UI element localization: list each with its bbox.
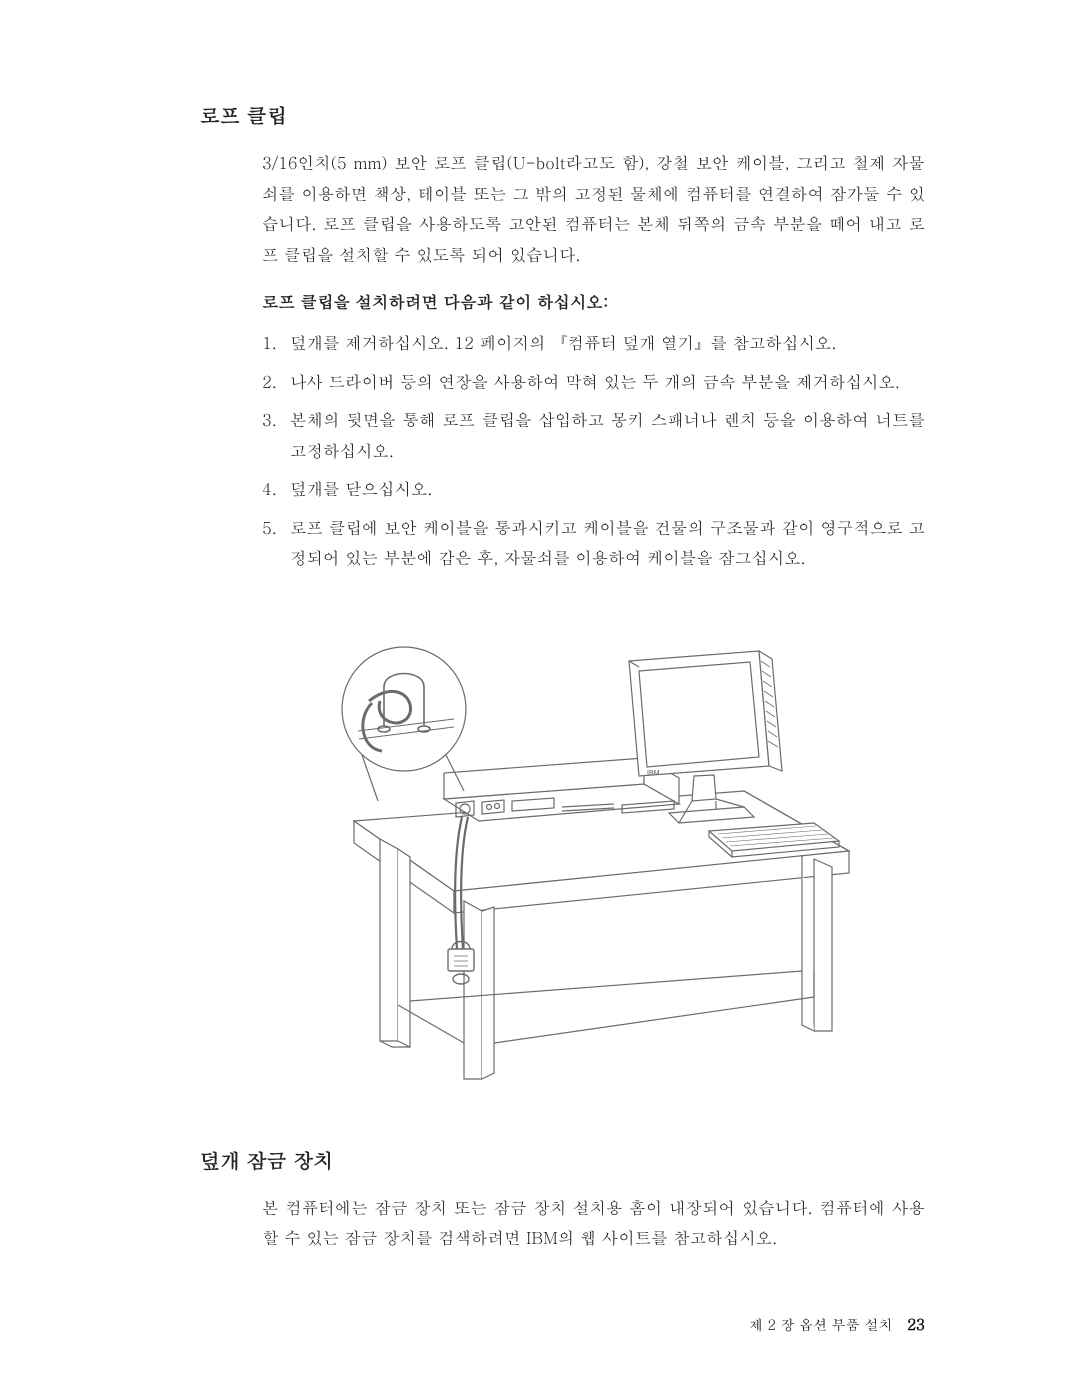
page-number: 23 [907, 1314, 925, 1335]
section1-heading: 로프 클립 [200, 100, 925, 129]
list-number: 3. [262, 404, 290, 465]
ibm-label: IBM [647, 770, 660, 777]
steps-heading: 로프 클립을 설치하려면 다음과 같이 하십시오: [262, 289, 925, 313]
list-text: 덮개를 제거하십시오. 12 페이지의 『컴퓨터 덮개 열기』를 참고하십시오. [290, 327, 925, 358]
install-steps-list: 1. 덮개를 제거하십시오. 12 페이지의 『컴퓨터 덮개 열기』를 참고하십… [262, 327, 925, 573]
list-text: 덮개를 닫으십시오. [290, 473, 925, 504]
list-item: 2. 나사 드라이버 등의 연장을 사용하여 막혀 있는 두 개의 금속 부분을… [262, 366, 925, 397]
section2-heading: 덮개 잠금 장치 [200, 1145, 925, 1174]
section2-body: 본 컴퓨터에는 잠금 장치 또는 잠금 장치 설치용 홈이 내장되어 있습니다.… [262, 1192, 925, 1253]
list-text: 로프 클립에 보안 케이블을 통과시키고 케이블을 건물의 구조물과 같이 영구… [290, 512, 925, 573]
list-number: 5. [262, 512, 290, 573]
section2: 덮개 잠금 장치 본 컴퓨터에는 잠금 장치 또는 잠금 장치 설치용 홈이 내… [200, 1145, 925, 1253]
section1-intro: 3/16인치(5 mm) 보안 로프 클립(U-bolt라고도 함), 강철 보… [262, 147, 925, 269]
list-item: 3. 본체의 뒷면을 통해 로프 클립을 삽입하고 몽키 스패너나 렌치 등을 … [262, 404, 925, 465]
section1-body: 3/16인치(5 mm) 보안 로프 클립(U-bolt라고도 함), 강철 보… [262, 147, 925, 573]
list-item: 5. 로프 클립에 보안 케이블을 통과시키고 케이블을 건물의 구조물과 같이… [262, 512, 925, 573]
rope-clip-illustration: IBM [262, 601, 925, 1101]
page-footer: 제 2 장 옵션 부품 설치 23 [749, 1314, 925, 1335]
list-text: 나사 드라이버 등의 연장을 사용하여 막혀 있는 두 개의 금속 부분을 제거… [290, 366, 925, 397]
list-item: 4. 덮개를 닫으십시오. [262, 473, 925, 504]
list-number: 4. [262, 473, 290, 504]
footer-chapter: 제 2 장 옵션 부품 설치 [749, 1314, 893, 1334]
list-text: 본체의 뒷면을 통해 로프 클립을 삽입하고 몽키 스패너나 렌치 등을 이용하… [290, 404, 925, 465]
list-number: 2. [262, 366, 290, 397]
list-number: 1. [262, 327, 290, 358]
desk-computer-diagram: IBM [314, 601, 874, 1101]
list-item: 1. 덮개를 제거하십시오. 12 페이지의 『컴퓨터 덮개 열기』를 참고하십… [262, 327, 925, 358]
